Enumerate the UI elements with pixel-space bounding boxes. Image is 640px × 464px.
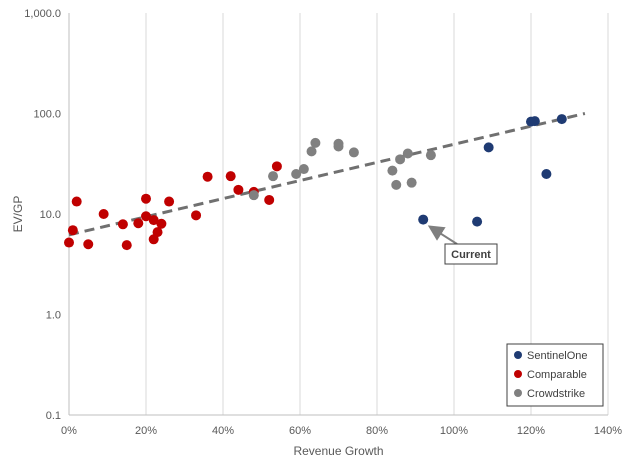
point-sentinelone (541, 169, 552, 180)
y-tick-label: 0.1 (46, 410, 61, 422)
legend-label-crowdstrike: Crowdstrike (527, 388, 585, 400)
point-crowdstrike (248, 190, 259, 201)
point-crowdstrike (425, 150, 436, 161)
point-comparable (156, 218, 167, 229)
axis-layer: 0% 20% 40% 60% 80% 100% 120% 140% 0.1 1.0 10.0 100.… (24, 8, 622, 437)
point-crowdstrike (310, 137, 321, 148)
point-comparable (133, 218, 144, 229)
annotation-current-label: Current (451, 249, 491, 261)
y-tick-label: 1.0 (46, 310, 61, 322)
point-crowdstrike (348, 147, 359, 158)
x-tick-label: 40% (212, 425, 234, 437)
legend-marker-sentinelone (514, 351, 522, 359)
point-crowdstrike (395, 154, 406, 165)
x-tick-label: 60% (289, 425, 311, 437)
point-crowdstrike (306, 146, 317, 157)
legend-box (506, 343, 604, 407)
annotation-layer: Current (427, 225, 498, 265)
y-axis-title: EV/GP (11, 196, 25, 233)
point-crowdstrike (291, 169, 302, 180)
point-comparable (64, 237, 74, 248)
point-comparable (271, 161, 282, 172)
legend-marker-comparable (514, 370, 522, 378)
legend-label-sentinelone: SentinelOne (527, 350, 588, 362)
y-tick-label: 1,000.0 (24, 8, 61, 20)
point-comparable (67, 225, 78, 236)
points-layer (64, 114, 567, 251)
x-tick-label: 20% (135, 425, 157, 437)
point-sentinelone (483, 142, 494, 153)
x-axis-title: Revenue Growth (293, 444, 383, 458)
legend-marker-crowdstrike (514, 389, 522, 397)
point-comparable (264, 194, 275, 205)
point-comparable (152, 227, 163, 238)
point-sentinelone (418, 214, 429, 225)
x-tick-label: 120% (517, 425, 545, 437)
point-comparable (121, 240, 132, 251)
y-tick-label: 10.0 (40, 209, 61, 221)
trend-layer (68, 112, 586, 237)
point-comparable (191, 210, 202, 221)
point-comparable (225, 171, 236, 182)
point-crowdstrike (387, 165, 398, 176)
point-sentinelone (556, 114, 567, 125)
grid-layer (145, 13, 609, 415)
point-comparable (202, 171, 213, 182)
legend: SentinelOne Comparable Crowdstrike (506, 343, 604, 407)
y-tick-label: 100.0 (33, 109, 61, 121)
point-comparable (233, 184, 244, 195)
point-crowdstrike (298, 164, 309, 175)
point-crowdstrike (333, 138, 344, 149)
point-comparable (83, 239, 94, 250)
point-comparable (71, 196, 82, 207)
point-comparable (117, 219, 128, 230)
point-comparable (141, 193, 151, 204)
point-crowdstrike (391, 179, 402, 190)
x-tick-label: 100% (440, 425, 468, 437)
legend-label-comparable: Comparable (527, 369, 587, 381)
point-sentinelone (472, 216, 483, 227)
point-sentinelone (529, 116, 540, 127)
x-tick-label: 0% (61, 425, 77, 437)
point-crowdstrike (268, 171, 279, 182)
x-tick-label: 140% (594, 425, 622, 437)
point-comparable (141, 211, 151, 222)
x-tick-label: 80% (366, 425, 388, 437)
point-comparable (98, 209, 109, 219)
annotation-box (444, 243, 498, 265)
point-comparable (164, 196, 175, 207)
trendline (68, 112, 586, 237)
point-crowdstrike (402, 148, 413, 159)
point-comparable (148, 215, 159, 226)
point-crowdstrike (406, 177, 417, 188)
annotation-arrow (427, 225, 458, 245)
